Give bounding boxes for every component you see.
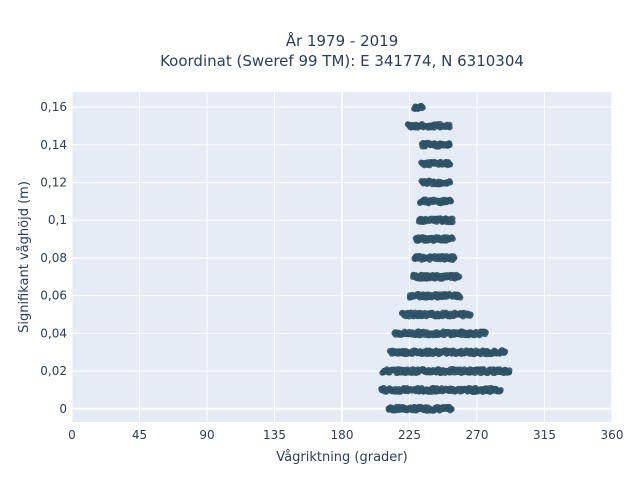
x-tick-label: 90 [199,428,214,442]
scatter-point [451,254,458,261]
x-tick-label: 180 [331,428,354,442]
y-tick-label: 0,16 [40,100,67,114]
x-tick-labels: 0 45 90 135 180 225 270 315 360 [68,428,623,442]
scatter-point [497,386,504,393]
scatter-point [446,142,453,149]
scatter-point [447,179,454,186]
scatter-point [419,104,426,111]
y-tick-label: 0,04 [40,326,67,340]
y-tick-label: 0,02 [40,364,67,378]
x-tick-label: 45 [132,428,147,442]
y-tick-label: 0,08 [40,251,67,265]
x-tick-label: 315 [533,428,556,442]
scatter-point [446,124,453,131]
y-tick-label: 0,12 [40,176,67,190]
x-tick-label: 225 [398,428,421,442]
scatter-point [457,294,464,301]
scatter-point [449,219,456,226]
x-tick-label: 360 [601,428,624,442]
grid-lines [71,92,613,422]
x-tick-label: 135 [263,428,286,442]
scatter-point [456,273,463,280]
y-tick-label: 0,1 [48,213,67,227]
scatter-point [467,311,474,318]
data-points [378,102,513,414]
scatter-point [502,348,509,355]
scatter-point [506,367,513,374]
scatter-point [448,198,455,205]
scatter-point [482,329,489,336]
scatter-point [448,406,455,413]
x-axis-title: Vågriktning (grader) [276,450,407,465]
chart-title-line1: År 1979 - 2019 [286,31,399,50]
y-tick-label: 0,14 [40,138,67,152]
x-tick-label: 270 [466,428,489,442]
scatter-point [447,161,454,168]
x-tick-label: 0 [68,428,76,442]
y-tick-labels: 0 0,02 0,04 0,06 0,08 0,1 0,12 0,14 0,16 [40,100,67,416]
y-axis-title: Signifikant våghöjd (m) [17,181,32,333]
y-tick-label: 0,06 [40,289,67,303]
chart-title-line2: Koordinat (Sweref 99 TM): E 341774, N 63… [160,52,524,70]
y-tick-label: 0 [59,402,67,416]
scatter-point [449,235,456,242]
